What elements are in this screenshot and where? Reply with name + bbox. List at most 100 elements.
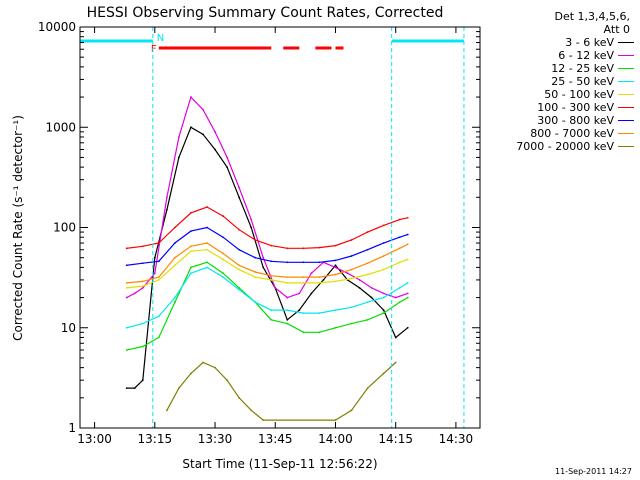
series-point — [206, 226, 208, 229]
series-point — [334, 259, 337, 262]
series-point — [254, 239, 257, 241]
series-point — [334, 280, 337, 283]
legend-label: 100 - 300 keV — [537, 101, 614, 114]
series-point — [238, 286, 241, 289]
series-point — [238, 196, 241, 199]
series-point — [302, 331, 305, 334]
series-point — [406, 216, 409, 219]
series-point — [165, 196, 168, 199]
legend-swatch — [618, 107, 634, 108]
x-tick-label: 14:15 — [378, 432, 413, 446]
series-point — [310, 292, 313, 295]
series-point — [398, 247, 401, 250]
series-point — [398, 236, 401, 239]
series-point — [318, 312, 321, 315]
legend-item: 3 - 6 keV — [484, 36, 634, 49]
series-point — [334, 273, 337, 276]
series-point — [366, 387, 369, 390]
series-point — [190, 245, 192, 248]
legend-swatch — [618, 146, 634, 147]
series-point — [298, 292, 301, 295]
series-point — [398, 286, 401, 289]
series-point — [286, 318, 289, 321]
series-point — [366, 262, 369, 265]
series-point — [190, 96, 192, 98]
series-point — [222, 276, 224, 279]
legend-swatch — [618, 94, 634, 95]
series-point — [382, 309, 385, 311]
series-point — [334, 264, 337, 267]
series-point — [382, 242, 385, 244]
series-point — [206, 266, 208, 269]
series-point — [206, 248, 208, 251]
series-point — [190, 126, 192, 129]
series-point — [358, 279, 361, 281]
legend-swatch — [618, 55, 634, 56]
series-point — [173, 296, 176, 299]
series-point — [238, 396, 241, 399]
x-tick-label: 14:30 — [439, 432, 474, 446]
series-point — [302, 247, 305, 250]
series-point — [190, 272, 192, 275]
series-point — [270, 279, 273, 281]
series-point — [366, 248, 369, 251]
x-tick-label: 13:30 — [198, 432, 233, 446]
y-tick-label: 100 — [53, 221, 76, 235]
x-tick-label: 13:00 — [77, 432, 112, 446]
series-point — [153, 272, 156, 275]
legend-label: 25 - 50 keV — [551, 75, 614, 88]
series-point — [222, 252, 224, 255]
series-point — [202, 108, 204, 111]
legend-label: 6 - 12 keV — [558, 49, 614, 62]
series-point — [125, 286, 128, 289]
series-point — [350, 277, 353, 280]
legend-label: 12 - 25 keV — [551, 62, 614, 75]
series-point — [141, 280, 144, 283]
series-point — [226, 166, 228, 169]
legend-label: 50 - 100 keV — [544, 88, 614, 101]
series-point — [202, 361, 204, 364]
series-point — [226, 156, 228, 159]
series-point — [125, 282, 128, 284]
series-point — [406, 243, 409, 246]
series-point — [238, 288, 241, 291]
series-point — [286, 261, 289, 264]
night-flag-label: N — [157, 33, 164, 44]
series-point — [177, 387, 180, 390]
series-point — [214, 130, 216, 133]
flare-flag-label: F — [151, 44, 157, 55]
series-point — [406, 326, 409, 329]
series-point — [214, 366, 216, 369]
series-point — [202, 133, 204, 136]
series-point — [398, 261, 401, 264]
series-point — [190, 372, 192, 375]
series-point — [302, 312, 305, 315]
legend-item: 7000 - 20000 keV — [484, 140, 634, 153]
series-point — [125, 247, 128, 250]
series-point — [125, 349, 128, 351]
series-point — [238, 228, 241, 231]
legend-label: 800 - 7000 keV — [530, 127, 614, 140]
series-point — [157, 276, 160, 279]
series-point — [302, 261, 305, 264]
series-point — [254, 276, 257, 279]
series-point — [141, 322, 144, 325]
series-point — [250, 409, 253, 412]
series-point — [398, 301, 401, 304]
series-point — [141, 285, 144, 288]
y-tick-label: 10 — [61, 321, 76, 335]
series-point — [141, 379, 144, 382]
series-point — [350, 409, 353, 412]
series-point — [254, 271, 257, 273]
x-axis-label: Start Time (11-Sep-11 12:56:22) — [182, 457, 377, 471]
series-point — [286, 282, 289, 284]
series-line-8 — [166, 361, 397, 421]
series-point — [302, 282, 305, 284]
series-point — [286, 247, 289, 250]
series-point — [346, 272, 349, 275]
series-point — [206, 206, 208, 208]
series-point — [318, 331, 321, 334]
series-point — [382, 292, 385, 295]
series-point — [366, 273, 369, 276]
series-point — [270, 318, 273, 321]
